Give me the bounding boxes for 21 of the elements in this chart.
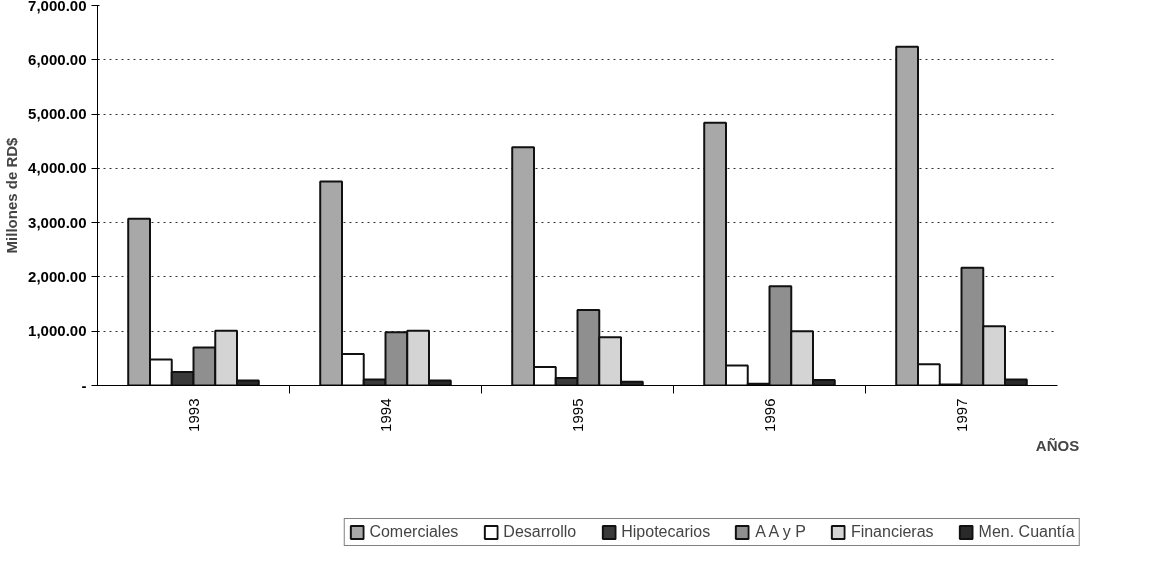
y-tick-label: 7,000.00: [28, 0, 87, 14]
x-tick-label: 1995: [568, 398, 586, 432]
y-tick-label: 3,000.00: [28, 213, 87, 231]
y-tick-label: 1,000.00: [28, 322, 87, 340]
y-tick-label: 4,000.00: [28, 159, 87, 177]
x-axis-title: AÑOS: [1035, 436, 1080, 454]
legend-label: Comerciales: [369, 523, 459, 541]
legend-label: A A y P: [755, 523, 806, 541]
x-tick-label: 1996: [760, 398, 778, 432]
legend-label: Men. Cuantía: [978, 523, 1075, 541]
y-tick-label: -: [81, 376, 87, 394]
legend-label: Desarrollo: [503, 523, 577, 541]
y-axis-title: Millones de RD$: [3, 136, 21, 254]
y-tick-label: 6,000.00: [28, 50, 87, 68]
x-tick-label: 1994: [376, 398, 394, 432]
y-tick-label: 2,000.00: [28, 267, 87, 285]
legend-label: Financieras: [850, 523, 934, 541]
y-tick-label: 5,000.00: [28, 105, 87, 123]
x-tick-label: 1993: [184, 398, 202, 432]
x-tick-label: 1997: [952, 398, 970, 432]
legend-label: Hipotecarios: [621, 523, 711, 541]
